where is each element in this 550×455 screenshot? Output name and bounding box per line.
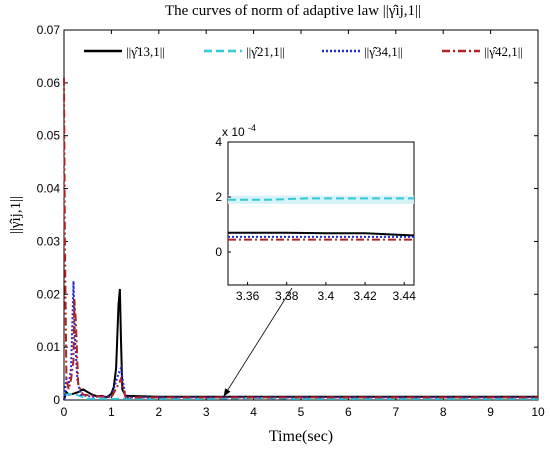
y-tick-label: 0.05 [37, 129, 61, 143]
zoom-arrow [223, 287, 293, 397]
inset-series-layer [228, 195, 415, 241]
x-tick-label: 5 [298, 405, 305, 419]
inset-band [228, 195, 414, 204]
inset-x-tick-label: 3.42 [353, 289, 377, 303]
inset-y-tick-label: 2 [215, 190, 222, 204]
x-tick-label: 7 [392, 405, 399, 419]
y-tick-label: 0.04 [37, 182, 61, 196]
legend-label-4: ||γ̂42,1|| [484, 44, 523, 59]
inset-series-line-2 [228, 197, 414, 201]
inset-x-tick-label: 3.44 [393, 289, 417, 303]
x-axis-label: Time(sec) [269, 428, 333, 445]
y-tick-label: 0.06 [37, 76, 61, 90]
legend-label-2: ||γ̂21,1|| [246, 44, 285, 59]
legend-label-1: ||γ̂13,1|| [126, 44, 165, 59]
x-tick-label: 9 [487, 405, 494, 419]
series-line-3 [63, 281, 538, 401]
x-tick-label: 10 [531, 405, 545, 419]
inset-frame [227, 141, 415, 286]
x-tick-label: 0 [61, 405, 68, 419]
y-tick-label: 0.07 [37, 23, 61, 37]
legend-label-3: ||γ̂34,1|| [364, 44, 403, 59]
x-tick-label: 2 [155, 405, 162, 419]
inset-y-tick-label: 4 [215, 135, 222, 149]
y-axis-label: ||γ̂ij,1|| [8, 196, 24, 234]
y-tick-label: 0.01 [37, 340, 61, 354]
inset-multiplier-exponent: -4 [248, 123, 256, 133]
y-tick-label: 0 [53, 393, 60, 407]
x-tick-label: 1 [108, 405, 115, 419]
inset-multiplier: x 10 -4 [222, 123, 256, 139]
x-tick-label: 3 [203, 405, 210, 419]
series-line-1 [63, 288, 538, 401]
y-axis: 0 0.01 0.02 0.03 0.04 0.05 0.06 0.07 [37, 23, 538, 407]
series-line-4 [63, 77, 538, 399]
series-layer [63, 77, 538, 401]
y-tick-label: 0.03 [37, 234, 61, 248]
chart-title: The curves of norm of adaptive law ||γ̂i… [165, 3, 421, 19]
x-tick-label: 4 [250, 405, 257, 419]
x-tick-label: 8 [440, 405, 447, 419]
x-tick-label: 6 [345, 405, 352, 419]
series-line-2 [63, 392, 538, 400]
inset-series-line-1 [228, 231, 415, 237]
inset-multiplier-base: x 10 [222, 125, 245, 139]
legend: ||γ̂13,1|| ||γ̂21,1|| ||γ̂34,1|| ||γ̂42,1|| [70, 36, 530, 66]
y-tick-label: 0.02 [37, 287, 61, 301]
inset-x-tick-label: 3.36 [236, 289, 260, 303]
inset-x-tick-label: 3.4 [318, 289, 335, 303]
inset-y-tick-label: 0 [215, 245, 222, 259]
